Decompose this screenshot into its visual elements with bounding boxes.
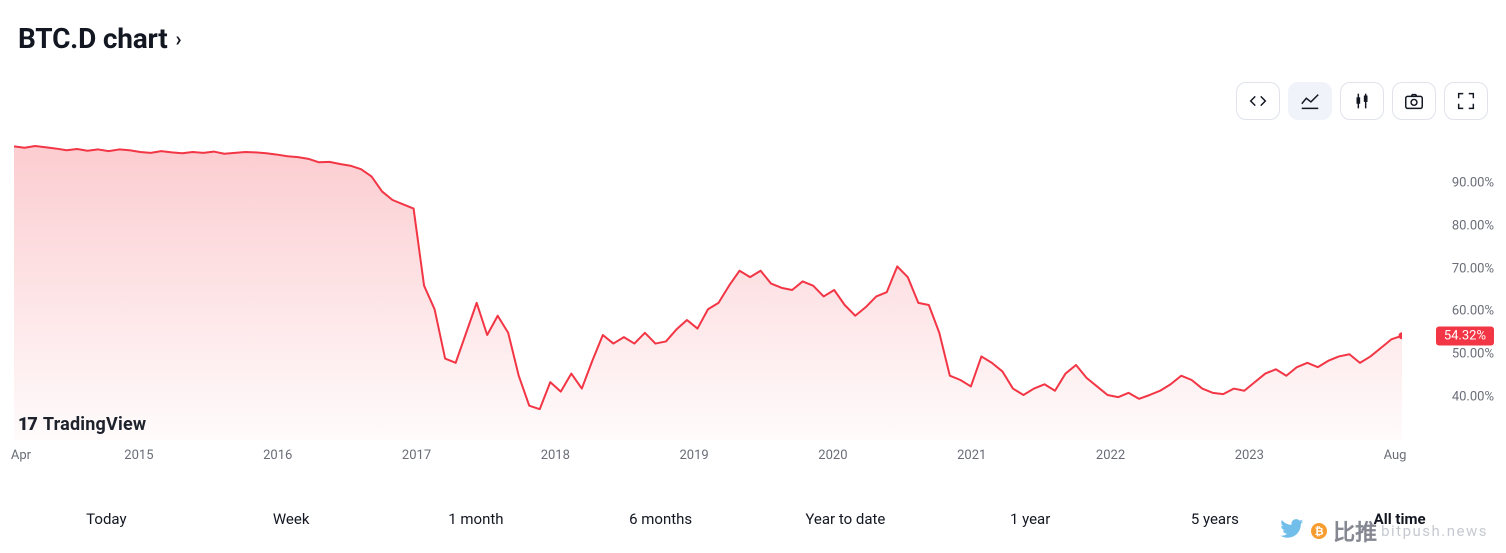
chart-toolbar	[1236, 82, 1488, 120]
y-tick: 60.00%	[1452, 304, 1494, 319]
range-1-month[interactable]: 1 month	[384, 500, 569, 540]
fullscreen-button[interactable]	[1444, 82, 1488, 120]
code-button[interactable]	[1236, 82, 1280, 120]
x-tick-year: 2020	[818, 448, 847, 463]
x-tick-year: 2019	[679, 448, 708, 463]
tradingview-label: TradingView	[43, 414, 146, 435]
range-today[interactable]: Today	[14, 500, 199, 540]
x-tick-year: 2022	[1096, 448, 1125, 463]
area-chart-button[interactable]	[1288, 82, 1332, 120]
range-year-to-date[interactable]: Year to date	[753, 500, 938, 540]
x-tick-year: 2016	[263, 448, 292, 463]
tradingview-logo-icon: 17	[18, 414, 37, 435]
bitcoin-icon: ₿	[1311, 523, 1327, 539]
snapshot-button[interactable]	[1392, 82, 1436, 120]
y-tick: 90.00%	[1452, 175, 1494, 190]
y-axis: 40.00% 50.00% 60.00% 70.00% 80.00% 90.00% 54.3…	[1402, 140, 1494, 440]
range-1-year[interactable]: 1 year	[938, 500, 1123, 540]
x-tick-year: 2018	[541, 448, 570, 463]
site-watermark: ₿ 比推 bitpush.news	[1277, 515, 1488, 547]
btcd-area-chart	[14, 140, 1402, 440]
page-title: BTC.D chart	[18, 22, 168, 55]
x-tick-year: 2015	[124, 448, 153, 463]
x-tick-year: 2023	[1235, 448, 1264, 463]
y-tick: 70.00%	[1452, 261, 1494, 276]
range-6-months[interactable]: 6 months	[568, 500, 753, 540]
x-tick-end: Aug	[1384, 448, 1407, 463]
x-tick-year: 2021	[957, 448, 986, 463]
y-tick: 80.00%	[1452, 218, 1494, 233]
tradingview-watermark: 17 TradingView	[18, 414, 146, 435]
bird-icon	[1277, 518, 1305, 544]
x-tick-year: 2017	[402, 448, 431, 463]
site-cn-label: 比推	[1333, 515, 1377, 547]
candles-button[interactable]	[1340, 82, 1384, 120]
y-tick: 40.00%	[1452, 390, 1494, 405]
site-url-label: bitpush.news	[1381, 522, 1488, 540]
last-price-tag: 54.32%	[1436, 326, 1494, 345]
x-tick-start: Apr	[11, 448, 31, 463]
chevron-right-icon[interactable]: ›	[176, 27, 182, 51]
range-selector: TodayWeek1 month6 monthsYear to date1 ye…	[14, 500, 1492, 540]
range-week[interactable]: Week	[199, 500, 384, 540]
x-axis: Apr201520162017201820192020202120222023A…	[14, 448, 1402, 468]
y-tick: 50.00%	[1452, 347, 1494, 362]
